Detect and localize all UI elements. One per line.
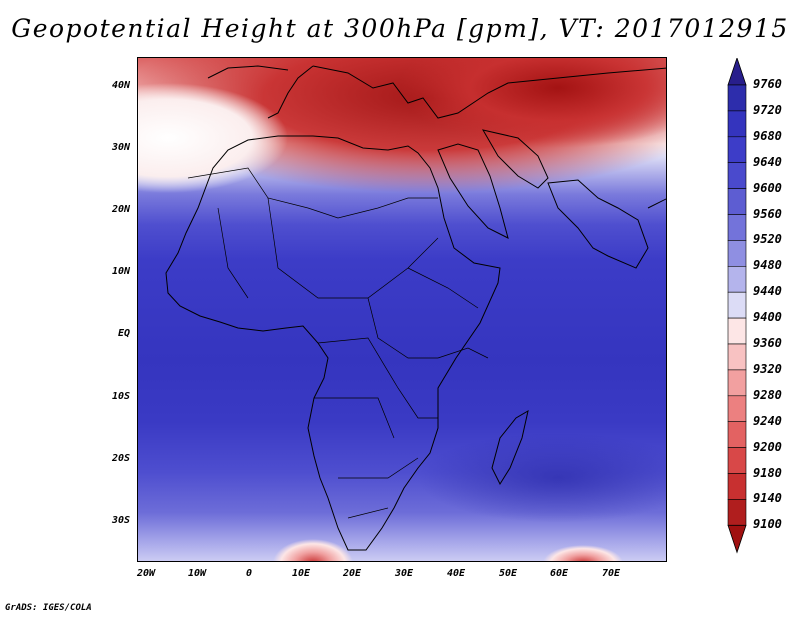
lon-label-30e: 30E <box>394 568 414 579</box>
colorbar-swatch <box>727 317 747 345</box>
lon-label-60e: 60E <box>549 568 569 579</box>
colorbar-swatch <box>727 266 747 293</box>
colorbar-swatch <box>727 214 747 241</box>
colorbar-label: 9520 <box>753 232 782 247</box>
colorbar-swatch <box>727 343 747 371</box>
geopotential-field <box>138 58 666 561</box>
lat-label-40n: 40N <box>111 80 130 91</box>
lon-label-70e: 70E <box>601 568 621 579</box>
lat-label-30s: 30S <box>111 515 130 526</box>
lat-label-20n: 20N <box>111 204 130 215</box>
colorbar-swatch <box>727 240 747 267</box>
colorbar-label: 9280 <box>753 387 782 402</box>
colorbar-label: 9640 <box>753 154 782 169</box>
colorbar-swatches <box>727 56 747 554</box>
colorbar-cap-top <box>727 56 747 86</box>
colorbar-swatch <box>727 162 747 189</box>
colorbar-swatch <box>727 499 747 526</box>
colorbar-swatch <box>727 473 747 500</box>
colorbar-label: 9100 <box>753 517 782 532</box>
lon-label-10w: 10W <box>187 568 207 579</box>
colorbar-label: 9720 <box>753 102 782 117</box>
lat-label-20s: 20S <box>111 453 130 464</box>
colorbar <box>720 56 800 558</box>
colorbar-label: 9600 <box>753 180 782 195</box>
lat-label-10n: 10N <box>111 266 130 277</box>
colorbar-swatch <box>727 369 747 397</box>
lon-label-20e: 20E <box>342 568 362 579</box>
colorbar-label: 9400 <box>753 310 782 325</box>
colorbar-label: 9200 <box>753 439 782 454</box>
map-plot-area <box>137 57 667 562</box>
colorbar-swatch <box>727 421 747 448</box>
colorbar-swatch <box>727 110 747 138</box>
map-title: Geopotential Height at 300hPa [gpm], VT:… <box>11 14 789 43</box>
colorbar-swatch <box>727 84 747 112</box>
colorbar-label: 9320 <box>753 361 782 376</box>
lon-label-10e: 10E <box>291 568 311 579</box>
country-borders <box>187 167 489 519</box>
grads-credit: GrADS: IGES/COLA <box>5 603 92 613</box>
lon-label-50e: 50E <box>498 568 518 579</box>
colorbar-swatch <box>727 395 747 422</box>
lon-label-0: 0 <box>245 568 253 579</box>
colorbar-label: 9440 <box>753 284 782 299</box>
colorbar-label: 9480 <box>753 258 782 273</box>
colorbar-label: 9240 <box>753 413 782 428</box>
colorbar-cap-bottom <box>727 524 747 554</box>
colorbar-swatch <box>727 447 747 474</box>
colorbar-label: 9560 <box>753 206 782 221</box>
coastline-outline <box>165 65 666 551</box>
lat-label-eq: EQ <box>117 328 130 339</box>
lat-label-30n: 30N <box>111 142 130 153</box>
colorbar-label: 9140 <box>753 491 782 506</box>
lon-label-40e: 40E <box>446 568 466 579</box>
colorbar-swatch <box>727 188 747 215</box>
colorbar-label: 9360 <box>753 336 782 350</box>
colorbar-label: 9680 <box>753 128 782 143</box>
colorbar-swatch <box>727 136 747 164</box>
lat-label-10s: 10S <box>111 391 130 402</box>
lon-label-20w: 20W <box>136 568 156 579</box>
colorbar-swatch <box>727 291 747 319</box>
colorbar-label: 9180 <box>753 465 782 480</box>
colorbar-label: 9760 <box>753 77 782 91</box>
